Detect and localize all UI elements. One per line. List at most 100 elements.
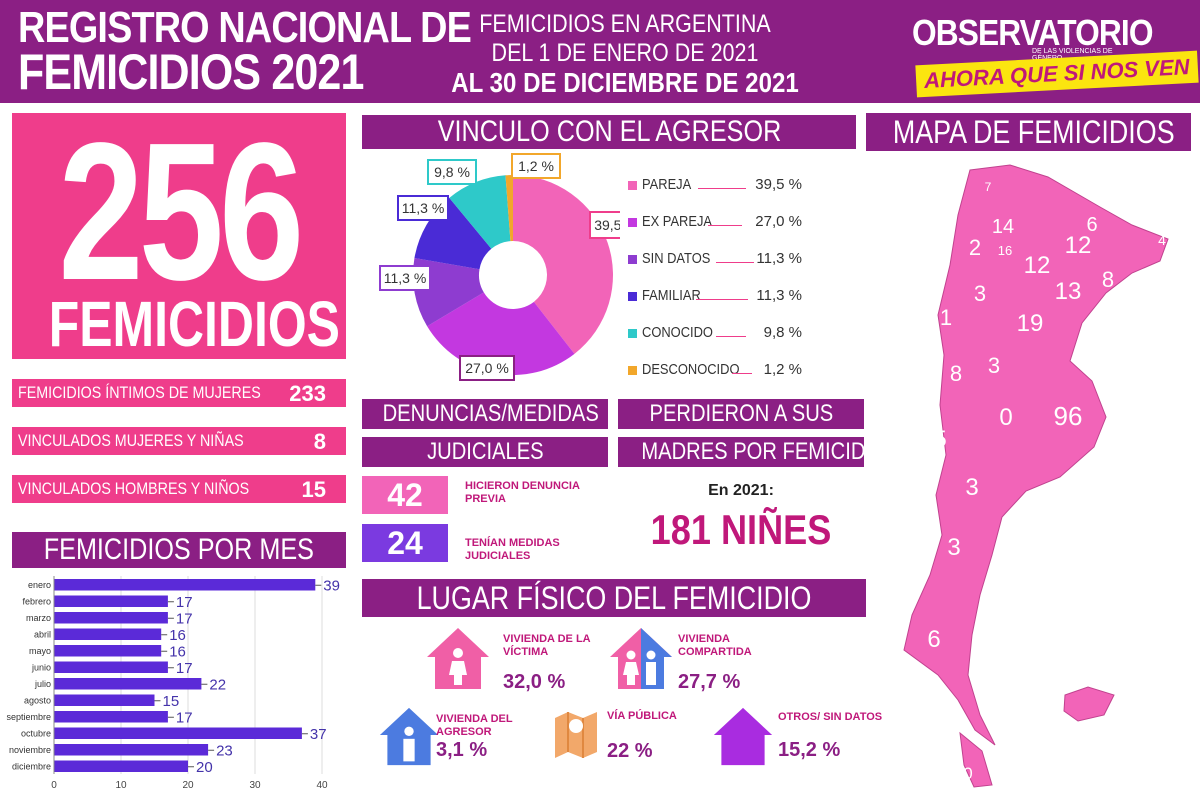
total-card: 256 FEMICIDIOS [12, 113, 346, 359]
section-header-madres-2: MADRES POR FEMICIDIO [618, 437, 864, 467]
bar [54, 595, 168, 607]
bar [54, 612, 168, 624]
bar [54, 760, 188, 772]
page-title: REGISTRO NACIONAL DE FEMICIDIOS 2021 [18, 6, 472, 98]
section-header-vinculo: VINCULO CON EL AGRESOR [362, 115, 856, 149]
map-value-label: 16 [998, 243, 1012, 258]
slice-label: 9,8 % [434, 164, 470, 180]
value-label: 39 [323, 577, 340, 594]
denuncia-previa-value: 42 [362, 476, 448, 514]
section-title: FEMICIDIOS POR MES [43, 533, 315, 566]
section-title: PERDIERON A SUS [649, 400, 833, 427]
pie-slice [513, 175, 613, 354]
lugar-text: VIVIENDA COMPARTIDA [678, 633, 752, 658]
map-value-label: 19 [1017, 310, 1044, 337]
value-label: 16 [169, 627, 186, 644]
legend-item: CONOCIDO 9,8 % [620, 320, 852, 357]
map-tierra-del-fuego [959, 731, 993, 788]
category-label: abril [34, 629, 51, 639]
map-value-label: 2 [969, 235, 981, 260]
pie-slice [427, 292, 575, 375]
legend-leader [708, 225, 742, 226]
legend-value: 1,2 % [763, 361, 802, 378]
category-label: octubre [21, 728, 51, 738]
pie-slice [449, 175, 511, 249]
value-label: 17 [176, 610, 193, 627]
slice-label: 39,5 % [594, 217, 620, 233]
legend-label: CONOCIDO [642, 324, 713, 341]
stat-row-vinculados-mujeres: VINCULADOS MUJERES Y NIÑAS 8 [12, 427, 346, 455]
legend-swatch [628, 329, 637, 338]
lugar-vivienda-compartida: VIVIENDA COMPARTIDA 27,7 % [608, 625, 752, 696]
value-label: 17 [176, 660, 193, 677]
value-label: 23 [216, 742, 233, 759]
total-label: FEMICIDIOS [48, 288, 340, 360]
category-label: noviembre [9, 745, 51, 755]
map-value-label: 0 [999, 404, 1012, 431]
bar [54, 694, 155, 706]
legend-leader [696, 299, 748, 300]
map-value-label: 4 [1158, 232, 1166, 248]
map-value-label: 96 [1054, 401, 1083, 431]
map-value-label: 8 [1102, 267, 1114, 292]
vinculo-pie-chart: 39,5 % 27,0 % 11,3 % 11,3 % 9,8 % 1,2 % [379, 153, 620, 381]
map-value-label: 6 [1086, 214, 1097, 236]
value-label: 17 [176, 594, 193, 611]
legend-leader [732, 373, 752, 374]
slice-label-box [397, 195, 449, 221]
legend-swatch [628, 218, 637, 227]
madres-year: En 2021: [708, 482, 774, 499]
subtitle-line-1: FEMICIDIOS EN ARGENTINA [479, 10, 771, 38]
section-title: MAPA DE FEMICIDIOS [892, 114, 1175, 150]
denuncia-previa-text: HICIERON DENUNCIA PREVIA [465, 480, 580, 505]
category-label: mayo [29, 646, 51, 656]
map-value-label: 3 [965, 474, 978, 501]
map-value-label: 13 [1055, 278, 1082, 305]
logo-slogan: AHORA QUE SI NOS VEN [915, 50, 1199, 98]
stat-label: VINCULADOS HOMBRES Y NIÑOS [18, 479, 250, 498]
stat-label: VINCULADOS MUJERES Y NIÑAS [18, 431, 244, 450]
category-label: enero [28, 580, 51, 590]
stat-row-vinculados-hombres: VINCULADOS HOMBRES Y NIÑOS 15 [12, 475, 346, 503]
slice-label-box [511, 153, 561, 179]
map-value-label: 3 [947, 534, 960, 561]
map-value-label: 7 [985, 180, 992, 194]
subtitle-line-2: DEL 1 DE ENERO DE 2021 [491, 39, 759, 67]
house-icon [713, 707, 773, 766]
legend-item: DESCONOCIDO 1,2 % [620, 357, 852, 394]
legend-value: 11,3 % [756, 287, 802, 304]
section-header-lugar: LUGAR FÍSICO DEL FEMICIDIO [362, 579, 866, 617]
legend-swatch [628, 181, 637, 190]
lugar-otros: OTROS/ SIN DATOS 15,2 % [712, 705, 882, 772]
value-label: 37 [310, 726, 327, 743]
legend-item: PAREJA 39,5 % [620, 172, 852, 209]
section-header-denuncias-1: DENUNCIAS/MEDIDAS [362, 399, 608, 429]
section-header-denuncias-2: JUDICIALES [362, 437, 608, 467]
value-label: 20 [196, 759, 213, 776]
lugar-text: VÍA PÚBLICA [607, 710, 677, 722]
lugar-value: 27,7 % [678, 671, 741, 693]
legend-value: 9,8 % [763, 324, 802, 341]
map-value-label: 8 [950, 361, 962, 386]
header-banner: REGISTRO NACIONAL DE FEMICIDIOS 2021 FEM… [0, 0, 1200, 103]
monthly-bar-chart: 0 10 20 30 40 enero 39 febrero 17 marzo 17 abril 16 m… [6, 576, 340, 791]
lugar-value: 15,2 % [778, 739, 841, 761]
house-man-icon [379, 707, 439, 766]
bar [54, 661, 168, 673]
legend-leader [716, 336, 746, 337]
house-woman-icon [427, 628, 489, 689]
category-label: febrero [22, 596, 51, 606]
bar [54, 645, 162, 657]
map-value-label: 3 [974, 281, 986, 306]
slice-label-box [379, 265, 431, 291]
medidas-judiciales-value: 24 [362, 524, 448, 562]
lugar-via-publica: VÍA PÚBLICA 22 % [553, 706, 677, 763]
category-label: julio [34, 679, 51, 689]
map-value-label: 12 [1024, 252, 1051, 279]
bar [54, 628, 162, 640]
lugar-value: 22 % [607, 740, 653, 762]
category-label: septiembre [6, 712, 51, 722]
section-title: LUGAR FÍSICO DEL FEMICIDIO [416, 580, 812, 616]
